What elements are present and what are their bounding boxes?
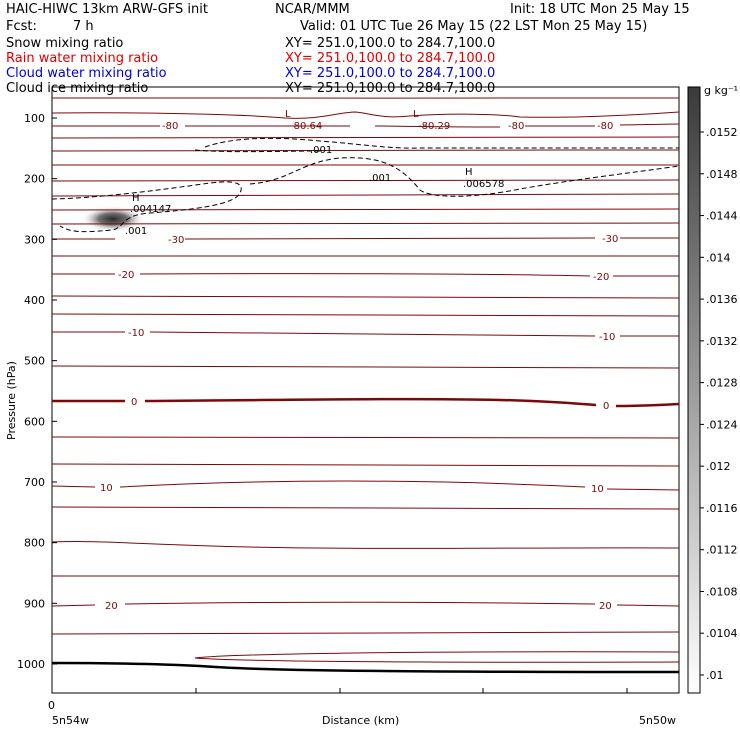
colorbar-tick-label: .0144 [706,210,738,223]
cloud-dashed-contours [51,137,680,233]
colorbar-tick-label: .014 [706,251,731,264]
label-m10-left: -10 [128,328,144,339]
high-symbol-1: H [132,193,140,204]
shaded-maximum [81,206,145,232]
y-tick-label: 800 [24,537,45,550]
label-m20-left: -20 [118,270,134,281]
low-symbol-1: L [285,109,291,120]
colorbar-scale [687,86,701,694]
field-cloudwater-name: Cloud water mixing ratio [6,66,167,81]
high-value-2: .006578 [463,179,504,190]
field-rain-xy: XY= 251.0,100.0 to 284.7,100.0 [285,51,495,66]
colorbar-tick-label: .0104 [706,627,738,640]
x-start-label: 0 [48,699,55,712]
colorbar-tick-label: .0148 [706,168,738,181]
label-20-left: 20 [105,601,118,612]
x-axis-title: Distance (km) [322,714,399,727]
dashed-label-1: .001 [310,145,332,156]
y-tick-label: 900 [24,597,45,610]
label-10-left: 10 [100,483,113,494]
x-axis: 0 5n54w Distance (km) 5n50w [48,688,676,727]
y-axis-title: Pressure (hPa) [5,361,18,440]
colorbar-tick-label: .0116 [706,502,738,515]
field-cloudwater-xy: XY= 251.0,100.0 to 284.7,100.0 [285,66,495,81]
y-tick-label: 600 [24,415,45,428]
label-10-right: 10 [591,484,604,495]
colorbar-tick-label: .0128 [706,377,738,390]
model-title: HAIC-HIWC 13km ARW-GFS init [6,2,208,17]
colorbar-tick-label: .012 [706,460,731,473]
field-snow-name: Snow mixing ratio [6,36,123,51]
colorbar-tick-label: .0124 [706,418,738,431]
colorbar-tick-label: .0136 [706,293,738,306]
colorbar-tick-label: .0108 [706,585,738,598]
contour-labels: -80 -80.64 -80.29 -80 -80 -30 -30 -20 -2… [100,109,618,612]
y-tick-label: 500 [24,355,45,368]
label-m30-right: -30 [602,234,618,245]
label-m80-64: -80.64 [290,121,322,132]
left-location: 5n54w [52,714,89,727]
colorbar-tick-label: .01 [706,669,724,682]
colorbar-unit: g kg⁻¹ [704,84,738,97]
y-tick-label: 1000 [17,658,45,671]
label-m30-left: -30 [168,235,184,246]
colorbar-tick-label: .0132 [706,335,738,348]
label-0-right: 0 [603,401,609,412]
dashed-label-3: .001 [125,226,147,237]
field-snow-xy: XY= 251.0,100.0 to 284.7,100.0 [285,36,495,51]
y-axis: 100 200 300 400 500 600 700 800 900 1000 [17,112,57,671]
low-symbol-2: L [413,109,419,120]
fcst-value: 7 h [73,19,94,34]
label-20-right: 20 [599,601,612,612]
valid-time: Valid: 01 UTC Tue 26 May 15 (22 LST Mon … [300,19,647,34]
colorbar: g kg⁻¹ .0152 .0148 .0144 .014 .0136 .0132 .012… [687,84,738,694]
header: HAIC-HIWC 13km ARW-GFS init NCAR/MMM Ini… [6,2,690,96]
field-cloudice-xy: XY= 251.0,100.0 to 284.7,100.0 [285,81,495,96]
colorbar-tick-label: .0152 [706,126,738,139]
right-location: 5n50w [639,714,676,727]
y-tick-label: 200 [24,173,45,186]
plot-frame [51,86,680,694]
label-0-left: 0 [131,397,137,408]
label-m80-left: -80 [162,121,178,132]
field-cloudice-name: Cloud ice mixing ratio [6,81,148,96]
terrain-line [51,661,680,674]
y-tick-label: 100 [24,112,45,125]
label-m80-right: -80 [597,121,613,132]
label-m20-right: -20 [593,272,609,283]
init-time: Init: 18 UTC Mon 25 May 15 [510,2,690,17]
y-tick-label: 300 [24,233,45,246]
isotherm-contours [51,97,680,663]
y-tick-label: 400 [24,294,45,307]
field-rain-name: Rain water mixing ratio [6,51,158,66]
high-value-1: .004147 [130,204,171,215]
label-m10-right: -10 [599,332,615,343]
label-m80-29: -80.29 [418,121,450,132]
fcst-label: Fcst: [6,19,37,34]
high-symbol-2: H [465,167,473,178]
label-m80-mid: -80 [508,121,524,132]
dashed-label-2: .001 [369,173,391,184]
colorbar-tick-label: .0112 [706,544,738,557]
y-tick-label: 700 [24,476,45,489]
org-title: NCAR/MMM [275,2,350,17]
